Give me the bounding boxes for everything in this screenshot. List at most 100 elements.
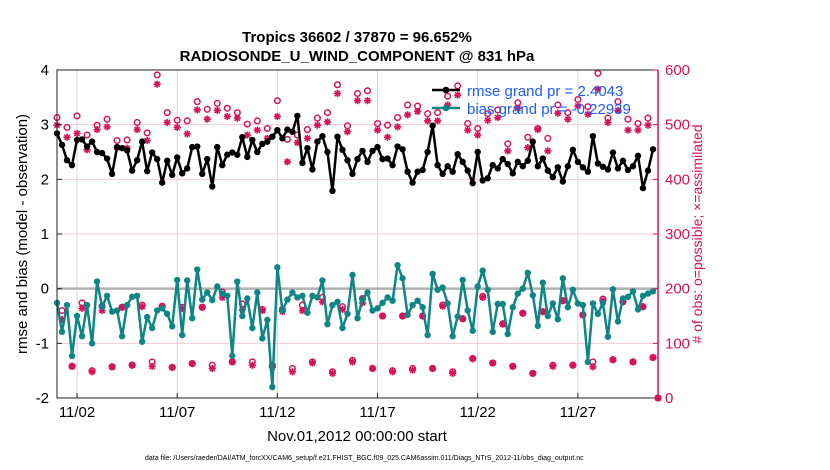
assimilated-obs-marker <box>348 358 357 366</box>
rmse-point <box>344 157 351 164</box>
rmse-point <box>514 158 521 166</box>
rmse-point <box>629 163 637 170</box>
rmse-point <box>444 163 451 170</box>
possible-obs-marker <box>243 120 251 128</box>
rmse-point <box>189 143 196 151</box>
bias-point <box>449 333 456 340</box>
asterisk-stroke <box>78 305 86 312</box>
bias-point <box>534 322 541 330</box>
rmse-point <box>128 167 136 174</box>
asterisk-stroke <box>434 117 441 124</box>
bias-point <box>419 304 426 311</box>
rmse-point <box>179 170 186 177</box>
assimilated-obs-marker <box>133 125 141 134</box>
bias-point <box>499 300 506 308</box>
rmse-point <box>429 122 436 129</box>
bias-point <box>519 285 526 292</box>
rmse-point <box>539 155 547 162</box>
assimilated-obs-marker <box>439 302 447 310</box>
assimilated-obs-marker <box>484 116 492 124</box>
y-tick-label: 3 <box>41 117 49 134</box>
asterisk-stroke <box>63 134 71 141</box>
possible-obs-marker <box>384 121 392 129</box>
bias-point <box>424 331 431 339</box>
x-axis-label: Nov.01,2012 00:00:00 start <box>267 428 448 445</box>
assimilated-obs-marker <box>108 363 116 371</box>
asterisk-stroke <box>329 370 336 377</box>
bias-point <box>234 278 241 285</box>
asterisk-stroke <box>594 85 602 93</box>
rmse-point <box>83 143 91 150</box>
assimilated-obs-marker <box>464 126 472 134</box>
possible-obs-marker <box>564 109 572 117</box>
data-file-footer: data file: /Users/raeder/DAI/ATM_forcXX/… <box>145 455 584 462</box>
possible-obs-marker <box>63 123 71 131</box>
rmse-point <box>549 173 557 181</box>
legend-rmse-label: rmse grand pr = 2.4043 <box>467 83 623 100</box>
right-y-tick-label: 0 <box>665 390 673 407</box>
y-tick-label: 2 <box>41 171 49 188</box>
bias-point <box>589 300 597 307</box>
chart-title-line1: Tropics 36602 / 37870 = 96.652% <box>242 29 472 46</box>
assimilated-obs-marker <box>333 89 342 98</box>
assimilated-obs-marker <box>103 123 111 131</box>
rmse-point <box>123 147 131 154</box>
assimilated-obs-marker <box>589 363 597 371</box>
assimilated-obs-marker <box>594 85 602 93</box>
assimilated-obs-marker <box>118 303 126 311</box>
assimilated-obs-marker <box>604 118 612 127</box>
possible-obs-marker <box>143 129 151 137</box>
bias-point <box>609 286 617 293</box>
rmse-point <box>464 167 471 174</box>
rmse-point <box>479 177 486 184</box>
bias-point <box>504 330 511 338</box>
bias-point <box>319 277 326 284</box>
asterisk-stroke <box>439 303 446 310</box>
assimilated-obs-marker <box>198 303 206 311</box>
assimilated-obs-marker <box>393 123 402 131</box>
possible-obs-marker <box>223 104 231 112</box>
rmse-point <box>138 138 146 145</box>
bias-point <box>289 289 296 296</box>
assimilated-obs-marker <box>504 147 512 155</box>
bias-point <box>384 294 391 301</box>
asterisk-stroke <box>589 363 597 370</box>
bias-point <box>399 275 406 282</box>
possible-obs-marker <box>644 114 652 122</box>
rmse-point <box>339 146 346 154</box>
bias-point <box>123 301 131 309</box>
rmse-point <box>329 187 336 195</box>
rmse-point <box>434 161 441 169</box>
assimilated-obs-marker <box>408 366 417 374</box>
rmse-point <box>279 135 286 142</box>
assimilated-obs-marker <box>338 305 347 314</box>
bias-point <box>194 266 201 273</box>
bias-point <box>484 286 491 293</box>
right-y-tick-label: 600 <box>665 62 690 79</box>
bias-point <box>279 307 286 314</box>
assimilated-obs-marker <box>514 104 522 112</box>
rmse-point <box>194 143 201 150</box>
rmse-point <box>249 136 256 144</box>
right-y-axis-label: # of obs: o=possible; ×=assimilated <box>689 124 705 343</box>
assimilated-obs-marker <box>68 362 76 370</box>
possible-obs-marker <box>153 71 161 79</box>
bias-point <box>294 294 301 301</box>
assimilated-obs-marker <box>609 356 617 364</box>
possible-obs-marker <box>454 82 462 90</box>
asterisk-stroke <box>299 307 306 314</box>
bias-point <box>284 296 291 303</box>
asterisk-stroke <box>519 310 526 317</box>
assimilated-obs-marker <box>378 312 387 320</box>
assimilated-obs-marker <box>449 369 457 377</box>
bias-point <box>474 283 481 290</box>
assimilated-obs-marker <box>248 361 256 369</box>
bias-point <box>163 310 171 318</box>
bias-point <box>199 296 206 303</box>
bias-point <box>429 270 436 278</box>
rmse-point <box>554 164 562 171</box>
y-tick-label: 0 <box>41 281 49 298</box>
bias-point <box>88 340 96 347</box>
assimilated-obs-marker <box>519 309 527 317</box>
bias-point <box>264 316 271 324</box>
